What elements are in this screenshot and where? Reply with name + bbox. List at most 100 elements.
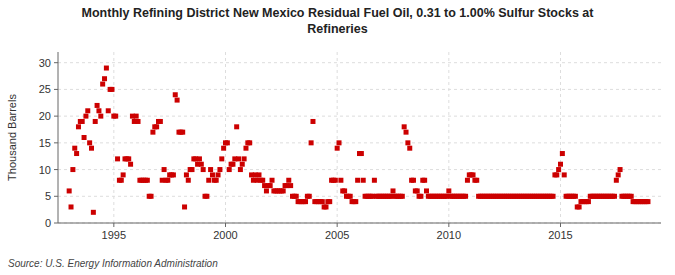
y-tick-label: 15 bbox=[39, 137, 51, 149]
point bbox=[618, 167, 623, 172]
point bbox=[310, 119, 315, 124]
point bbox=[201, 167, 206, 172]
x-tick-label: 1995 bbox=[102, 229, 126, 241]
point bbox=[95, 103, 100, 108]
point bbox=[558, 162, 563, 167]
title-line: Monthly Refining District New Mexico Res… bbox=[82, 6, 595, 20]
point bbox=[342, 188, 347, 193]
point bbox=[197, 156, 202, 161]
y-tick-label: 5 bbox=[45, 190, 51, 202]
y-tick bbox=[54, 62, 58, 63]
point bbox=[286, 178, 291, 183]
point bbox=[577, 204, 582, 209]
y-tick bbox=[54, 223, 58, 224]
point bbox=[327, 199, 332, 204]
point bbox=[158, 119, 163, 124]
point bbox=[422, 178, 427, 183]
point bbox=[115, 156, 120, 161]
point bbox=[67, 188, 72, 193]
title: Monthly Refining District New Mexico Res… bbox=[82, 6, 595, 36]
point bbox=[238, 167, 243, 172]
point bbox=[82, 135, 87, 140]
point bbox=[96, 108, 101, 113]
y-tick-label: 0 bbox=[45, 217, 51, 229]
point bbox=[612, 194, 617, 199]
point bbox=[260, 178, 265, 183]
point bbox=[307, 194, 312, 199]
point bbox=[411, 178, 416, 183]
point bbox=[324, 204, 329, 209]
point bbox=[586, 199, 591, 204]
grid-line bbox=[113, 52, 114, 223]
point bbox=[645, 199, 650, 204]
point bbox=[463, 194, 468, 199]
point bbox=[243, 146, 248, 151]
point bbox=[225, 140, 230, 145]
point bbox=[400, 194, 405, 199]
title-line: Refineries bbox=[307, 22, 367, 36]
point bbox=[74, 151, 79, 156]
point bbox=[424, 188, 429, 193]
point bbox=[165, 178, 170, 183]
chart: Monthly Refining District New Mexico Res… bbox=[0, 0, 675, 275]
point bbox=[372, 178, 377, 183]
point bbox=[556, 167, 561, 172]
point bbox=[348, 194, 353, 199]
grid-line bbox=[58, 116, 661, 117]
y-axis-label: Thousand Barrels bbox=[6, 94, 18, 181]
point bbox=[162, 167, 167, 172]
point bbox=[338, 178, 343, 183]
point bbox=[102, 76, 107, 81]
point bbox=[134, 114, 139, 119]
point bbox=[76, 124, 81, 129]
point bbox=[573, 194, 578, 199]
grid-line bbox=[337, 52, 338, 223]
point bbox=[150, 130, 155, 135]
x-tick bbox=[337, 223, 338, 227]
point bbox=[154, 124, 159, 129]
grid-line bbox=[58, 62, 661, 63]
point bbox=[128, 162, 133, 167]
y-tick bbox=[54, 116, 58, 117]
point bbox=[206, 178, 211, 183]
point bbox=[216, 172, 221, 177]
point bbox=[182, 204, 187, 209]
y-tick bbox=[54, 169, 58, 170]
point bbox=[471, 172, 476, 177]
point bbox=[214, 178, 219, 183]
point bbox=[418, 194, 423, 199]
point bbox=[236, 156, 241, 161]
point bbox=[204, 194, 209, 199]
point bbox=[199, 162, 204, 167]
point bbox=[407, 146, 412, 151]
point bbox=[85, 108, 90, 113]
point bbox=[208, 167, 213, 172]
grid-line bbox=[58, 169, 661, 170]
y-tick bbox=[54, 142, 58, 143]
y-tick-label: 20 bbox=[39, 110, 51, 122]
point bbox=[560, 151, 565, 156]
point bbox=[404, 130, 409, 135]
grid-line bbox=[58, 223, 661, 224]
point bbox=[180, 130, 185, 135]
point bbox=[415, 188, 420, 193]
point bbox=[173, 92, 178, 97]
point bbox=[309, 140, 314, 145]
points bbox=[67, 66, 651, 215]
point bbox=[93, 119, 98, 124]
y-tick bbox=[54, 196, 58, 197]
y-tick-label: 25 bbox=[39, 83, 51, 95]
point bbox=[230, 162, 235, 167]
x-tick bbox=[113, 223, 114, 227]
point bbox=[69, 204, 74, 209]
point bbox=[83, 114, 88, 119]
point bbox=[353, 199, 358, 204]
point bbox=[242, 156, 247, 161]
point bbox=[72, 146, 77, 151]
point bbox=[234, 124, 239, 129]
point bbox=[89, 146, 94, 151]
x-tick-label: 2000 bbox=[213, 229, 237, 241]
point bbox=[474, 178, 479, 183]
point bbox=[320, 199, 325, 204]
point bbox=[402, 124, 407, 129]
